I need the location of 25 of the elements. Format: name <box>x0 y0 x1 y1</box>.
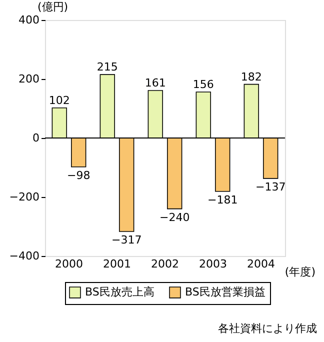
legend-label: BS民放売上高 <box>85 285 154 298</box>
data-label: −317 <box>111 234 142 247</box>
x-axis-title: (年度) <box>284 266 316 278</box>
y-tick-label: 400 <box>18 14 40 26</box>
data-label: −137 <box>255 180 286 194</box>
text: 各社資料により作成 <box>218 322 317 335</box>
x-tick-label: 2003 <box>199 258 227 270</box>
data-label: 156 <box>192 78 214 91</box>
data-label: 215 <box>96 60 118 74</box>
data-label: 102 <box>48 94 70 107</box>
x-tick-label: 2001 <box>103 258 131 270</box>
x-tick-label: 2000 <box>55 258 83 270</box>
y-axis-title: (億円) <box>38 0 68 14</box>
data-label: 161 <box>144 76 166 90</box>
y-tick-label: −400 <box>9 250 40 262</box>
data-label: −240 <box>159 210 190 224</box>
x-tick-label: 2004 <box>247 258 275 270</box>
y-tick-label: −200 <box>9 190 40 204</box>
data-label: −181 <box>207 193 238 206</box>
data-label: −98 <box>66 168 90 182</box>
y-tick-label: 200 <box>18 72 40 86</box>
x-tick-label: 2002 <box>151 258 179 270</box>
legend-label: BS民放営業損益 <box>185 285 266 298</box>
y-tick-label: 0 <box>32 132 40 144</box>
data-label: 182 <box>240 70 262 84</box>
